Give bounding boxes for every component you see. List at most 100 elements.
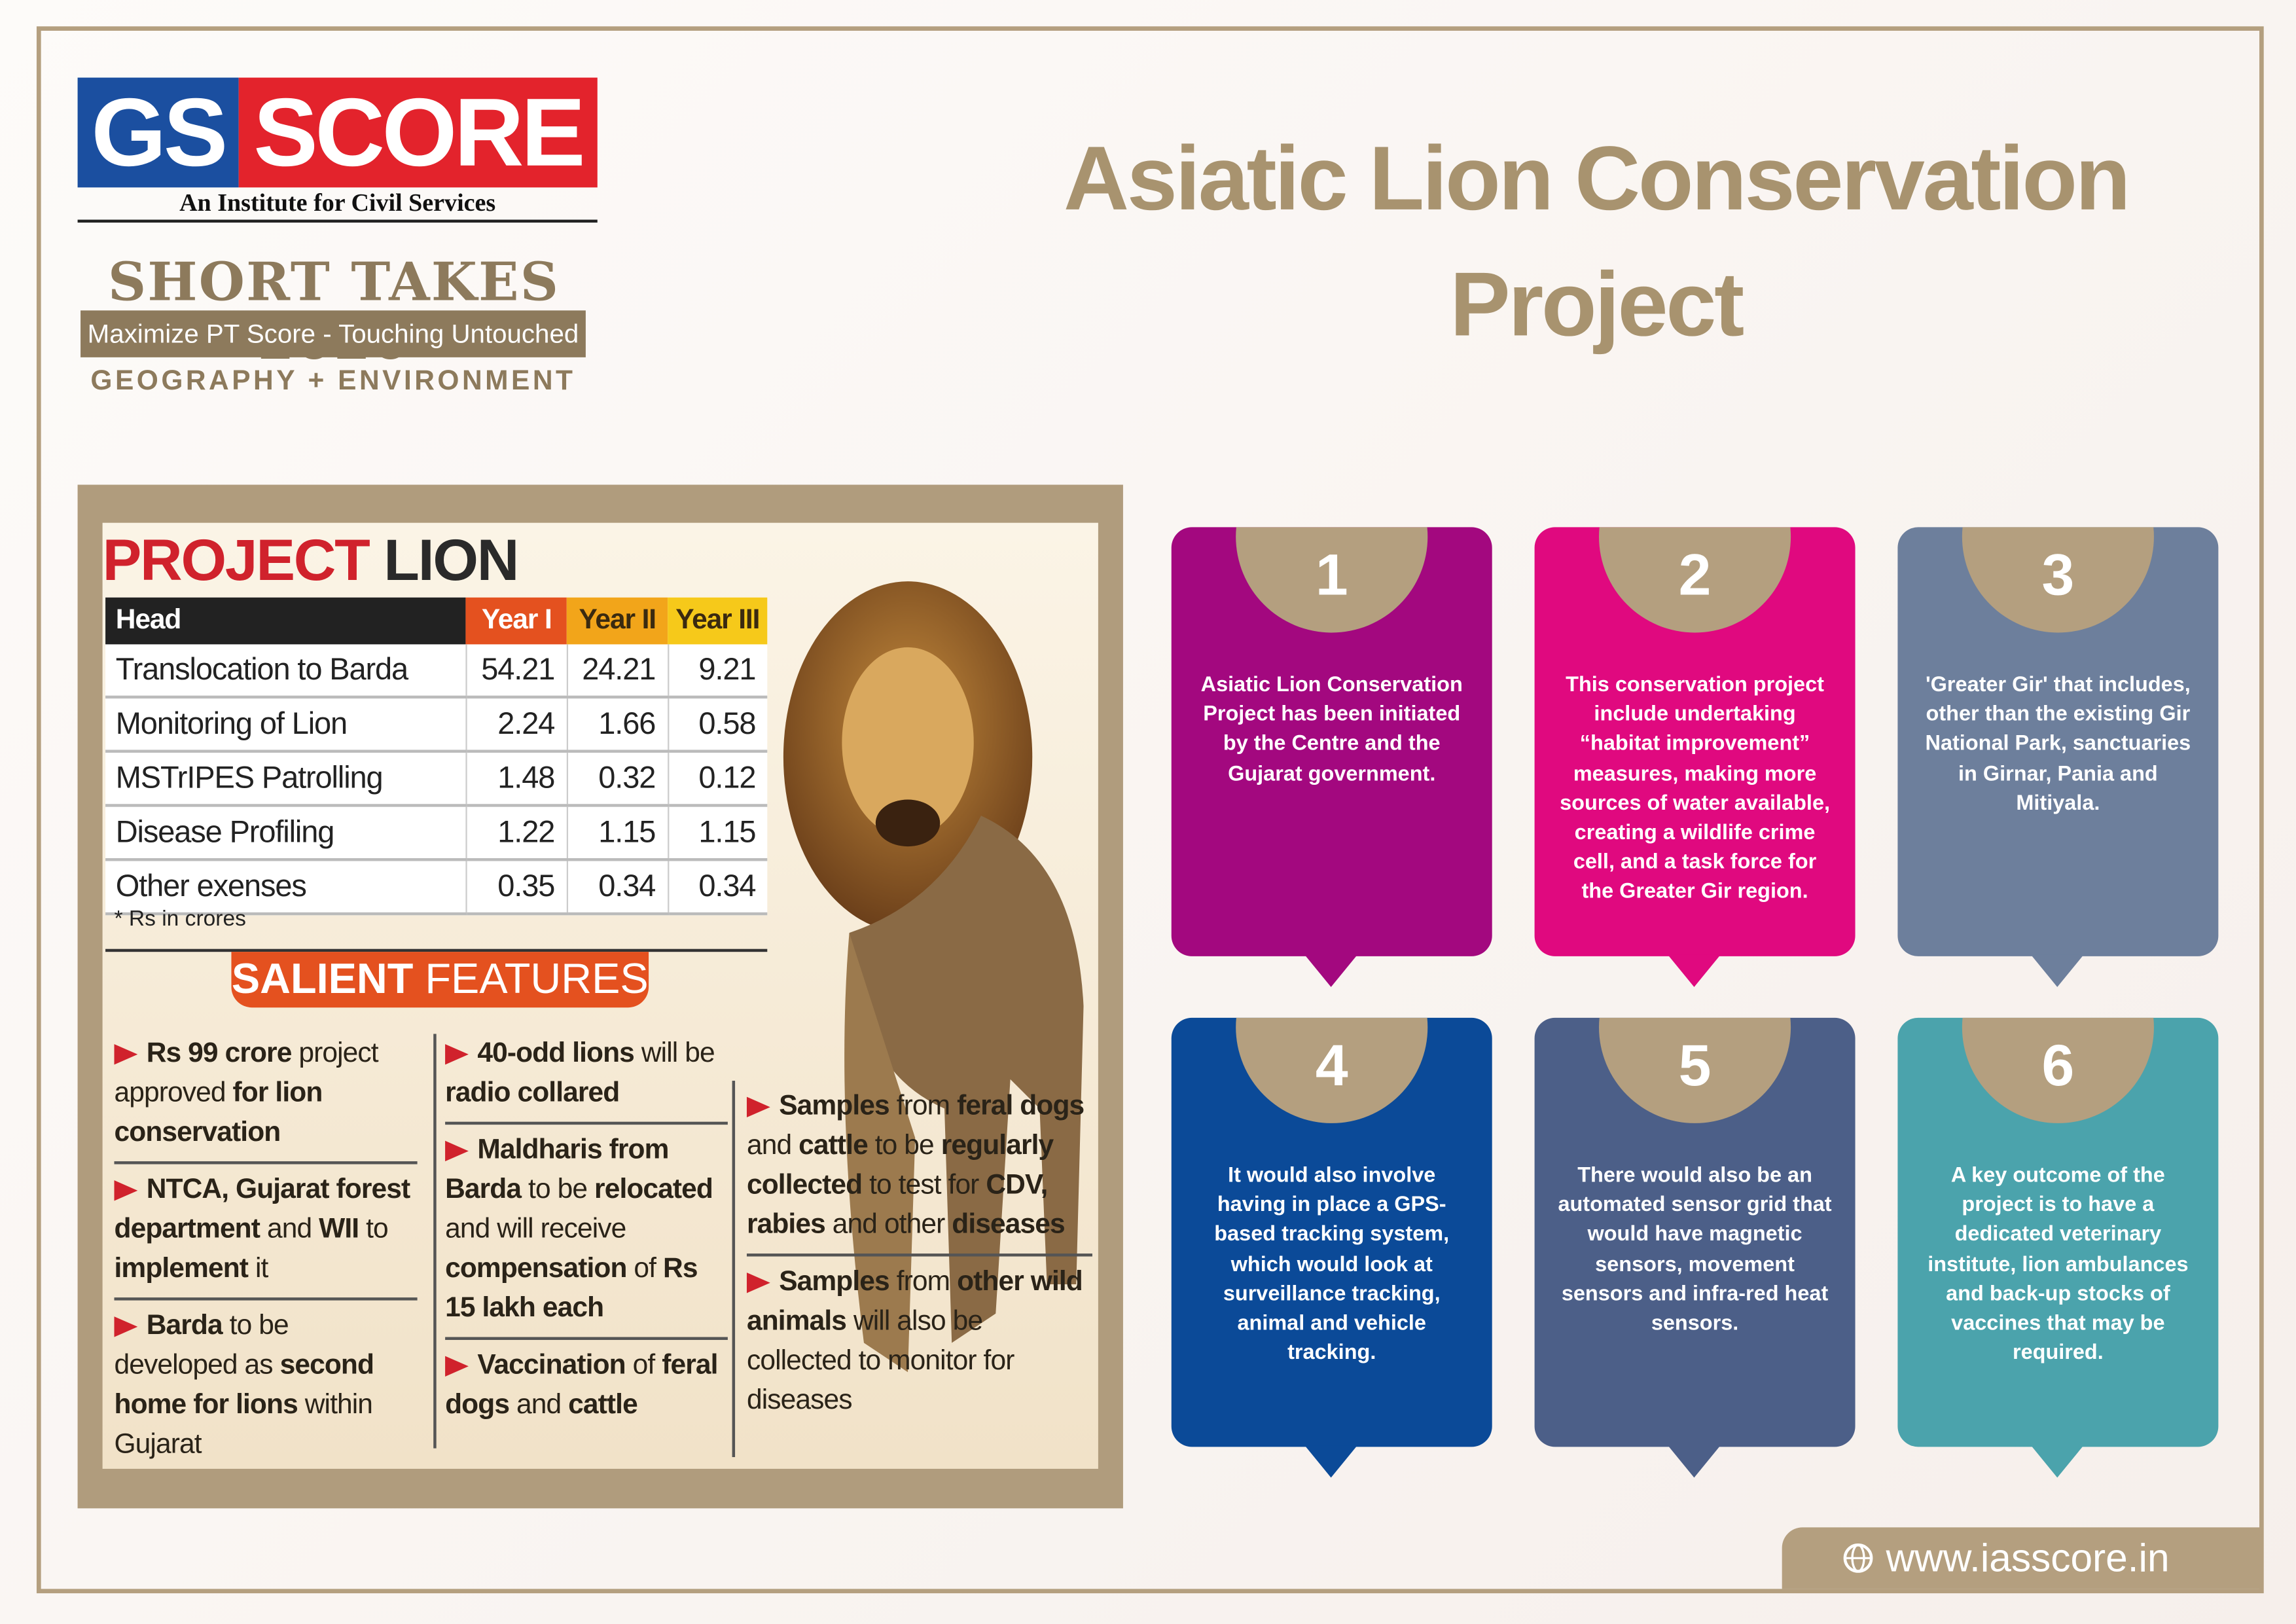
info-card: 5 There would also be an automated sensor… xyxy=(1534,1017,1856,1447)
table-cell: 1.48 xyxy=(465,751,567,807)
card-text: There would also be an automated sensor … xyxy=(1558,1164,1832,1336)
feature-text: of xyxy=(626,1254,664,1285)
table-header-cell: Year I xyxy=(466,597,567,645)
globe-icon xyxy=(1843,1543,1873,1573)
card-pointer xyxy=(1304,954,1357,987)
table-row: Translocation to Barda 54.21 24.21 9.21 xyxy=(105,644,768,699)
logo-tagline: An Institute for Civil Services xyxy=(77,187,598,223)
table-row: Disease Profiling 1.22 1.15 1.15 xyxy=(105,805,768,861)
logo-gs: GS xyxy=(77,77,239,188)
card-pointer xyxy=(1668,954,1721,987)
panel-title: PROJECT LION xyxy=(103,527,520,594)
feature-arrow xyxy=(445,1356,469,1377)
feature-text: to test for xyxy=(862,1170,986,1201)
budget-table: Head Year I Year II Year III Translocation t… xyxy=(105,597,768,916)
table-header-row: Head Year I Year II Year III xyxy=(105,597,768,645)
card-text: A key outcome of the project is to have … xyxy=(1928,1164,2189,1365)
feature-text: diseases xyxy=(952,1209,1065,1240)
feature-text: will also be collected to monitor for di… xyxy=(746,1306,1014,1416)
feature: 40-odd lions will be radio collared xyxy=(445,1028,728,1125)
table-cell: 0.58 xyxy=(667,696,768,753)
feature: Maldharis from Barda to be relocated and… xyxy=(445,1125,728,1341)
feature: Vaccination of feral dogs and cattle xyxy=(445,1340,728,1434)
card-pointer xyxy=(1668,1445,1721,1478)
table-header-cell: Year II xyxy=(567,597,668,645)
table-cell: Monitoring of Lion xyxy=(105,696,467,753)
card-text: 'Greater Gir' that includes, other than … xyxy=(1925,674,2191,816)
card-number: 3 xyxy=(2041,543,2075,608)
table-cell: Translocation to Barda xyxy=(105,644,467,699)
table-cell: 0.34 xyxy=(667,859,768,916)
feature-arrow xyxy=(114,1044,138,1065)
table-cell: 24.21 xyxy=(566,644,668,699)
table-cell: 0.34 xyxy=(566,859,668,916)
table-cell: 54.21 xyxy=(465,644,567,699)
frame xyxy=(36,26,2264,1594)
feature-text: within Gujarat xyxy=(114,1390,373,1460)
card-pointer xyxy=(2030,954,2084,987)
card-number: 1 xyxy=(1315,543,1348,608)
features-title-a: SALIENT xyxy=(231,956,414,1003)
card-number: 5 xyxy=(1678,1034,1712,1098)
table-row: Other exenses 0.35 0.34 0.34 xyxy=(105,859,768,916)
feature-text: Rs 15 lakh each xyxy=(445,1254,698,1324)
feature-arrow xyxy=(746,1272,770,1293)
feature: Barda to be developed as second home for… xyxy=(114,1301,418,1473)
column-separator xyxy=(433,1034,437,1449)
info-card: 6 A key outcome of the project is to have… xyxy=(1897,1017,2219,1447)
info-card: 4 It would also involve having in place a… xyxy=(1171,1017,1492,1447)
feature-text: and will receive xyxy=(445,1214,626,1245)
feature-column: 40-odd lions will be radio collared Maldh… xyxy=(445,1028,728,1434)
feature: Rs 99 crore project approved for lion co… xyxy=(114,1028,418,1164)
feature: Samples from other wild animals will als… xyxy=(746,1257,1092,1430)
feature-text: implement xyxy=(114,1254,249,1285)
table-cell: Disease Profiling xyxy=(105,805,467,861)
feature-text: to be developed as xyxy=(114,1310,289,1381)
main-title: Asiatic Lion Conservation Project xyxy=(1063,128,2130,356)
feature-text: project approved xyxy=(114,1038,379,1109)
feature-text: cattle xyxy=(798,1130,869,1162)
info-card: 1 Asiatic Lion Conservation Project has b… xyxy=(1171,527,1492,956)
feature: Samples from feral dogs and cattle to be… xyxy=(746,1081,1092,1257)
feature-text: cattle xyxy=(568,1390,638,1421)
feature-text: and xyxy=(746,1130,799,1162)
logo-score: SCORE xyxy=(238,77,598,188)
feature-arrow xyxy=(445,1044,469,1065)
table-cell: 2.24 xyxy=(465,696,567,753)
table-row: Monitoring of Lion 2.24 1.66 0.58 xyxy=(105,696,768,753)
feature-text: for lion conservation xyxy=(114,1077,323,1148)
feature-column: Samples from feral dogs and cattle to be… xyxy=(746,1081,1092,1430)
card-number: 6 xyxy=(2041,1034,2075,1098)
rule xyxy=(105,948,768,952)
feature-text: Samples xyxy=(779,1267,889,1298)
feature-text: and xyxy=(260,1214,319,1245)
feature-text: and other xyxy=(825,1209,952,1240)
feature-text: to be xyxy=(521,1174,595,1206)
card-text: This conservation project include undert… xyxy=(1560,674,1831,905)
table-row: MSTrIPES Patrolling 1.48 0.32 0.12 xyxy=(105,751,768,807)
feature-column: Rs 99 crore project approved for lion co… xyxy=(114,1028,418,1473)
table-cell: Other exenses xyxy=(105,859,467,916)
feature-text: feral dogs xyxy=(957,1091,1085,1122)
panel-title-b: LION xyxy=(384,528,519,594)
feature-text: to xyxy=(359,1214,389,1245)
table-cell: 1.22 xyxy=(465,805,567,861)
feature-text: from xyxy=(889,1267,958,1298)
card-text: It would also involve having in place a … xyxy=(1214,1164,1450,1365)
table-header-cell: Year III xyxy=(668,597,768,645)
info-card: 3 'Greater Gir' that includes, other than… xyxy=(1897,527,2219,956)
feature-text: Vaccination xyxy=(477,1350,626,1381)
feature-text: will be xyxy=(634,1038,715,1070)
table-note: * Rs in crores xyxy=(114,906,246,931)
feature-text: and xyxy=(509,1390,569,1421)
feature-text: relocated xyxy=(594,1174,713,1206)
table-cell: 0.32 xyxy=(566,751,668,807)
feature-text: regularly collected xyxy=(746,1130,1054,1201)
feature-text: to be xyxy=(867,1130,941,1162)
table-header-cell: Head xyxy=(105,597,467,645)
column-separator xyxy=(732,1081,736,1458)
table-cell: 1.15 xyxy=(566,805,668,861)
